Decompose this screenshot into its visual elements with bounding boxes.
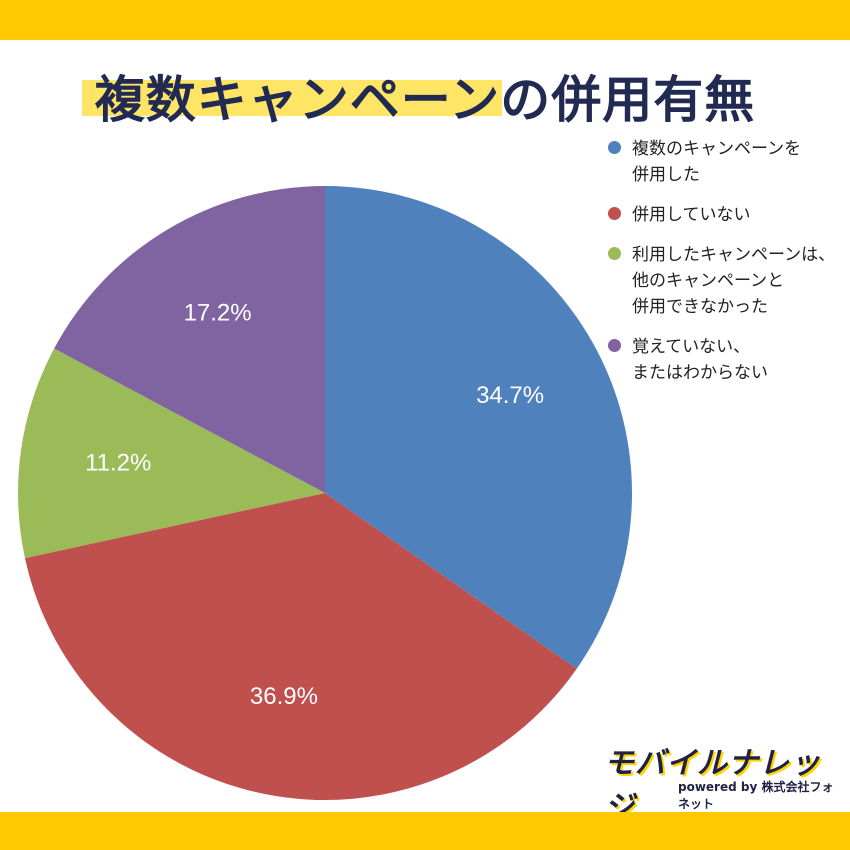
legend-item: 併用していない: [608, 202, 848, 228]
slice-value-label: 36.9%: [250, 683, 318, 710]
legend-label: 利用したキャンペーンは、 他のキャンペーンと 併用できなかった: [632, 245, 836, 317]
legend-swatch: [608, 207, 621, 220]
legend-label: 覚えていない、 またはわからない: [632, 337, 768, 383]
slice-value-label: 34.7%: [476, 382, 544, 409]
pie-slice: [17, 348, 325, 559]
legend-item: 複数のキャンペーンを 併用した: [608, 136, 848, 188]
legend: 複数のキャンペーンを 併用した 併用していない 利用したキャンペーンは、 他のキ…: [608, 136, 848, 400]
logo-wordmark: モバイルナレッジ: [604, 746, 821, 825]
chart-title: 複数キャンペーンの併用有無: [94, 71, 756, 129]
legend-item: 利用したキャンペーンは、 他のキャンペーンと 併用できなかった: [608, 242, 848, 320]
legend-swatch: [608, 339, 621, 352]
pie-slice: [54, 186, 325, 493]
title-highlight: [82, 80, 502, 116]
bottom-band: [0, 812, 850, 850]
top-band: [0, 0, 850, 40]
legend-swatch: [608, 141, 621, 154]
pie-slice: [24, 493, 577, 800]
slice-value-label: 11.2%: [85, 450, 151, 477]
pie-slice: [325, 186, 632, 669]
brand-logo: モバイルナレッジ powered by 株式会社フォネット: [600, 738, 840, 825]
slice-value-label: 17.2%: [184, 299, 252, 326]
legend-label: 併用していない: [632, 205, 751, 225]
legend-label: 複数のキャンペーンを 併用した: [632, 139, 802, 185]
legend-swatch: [608, 247, 621, 260]
legend-item: 覚えていない、 またはわからない: [608, 334, 848, 386]
logo-tagline: powered by 株式会社フォネット: [678, 780, 834, 811]
title-area: 複数キャンペーンの併用有無: [0, 48, 850, 129]
